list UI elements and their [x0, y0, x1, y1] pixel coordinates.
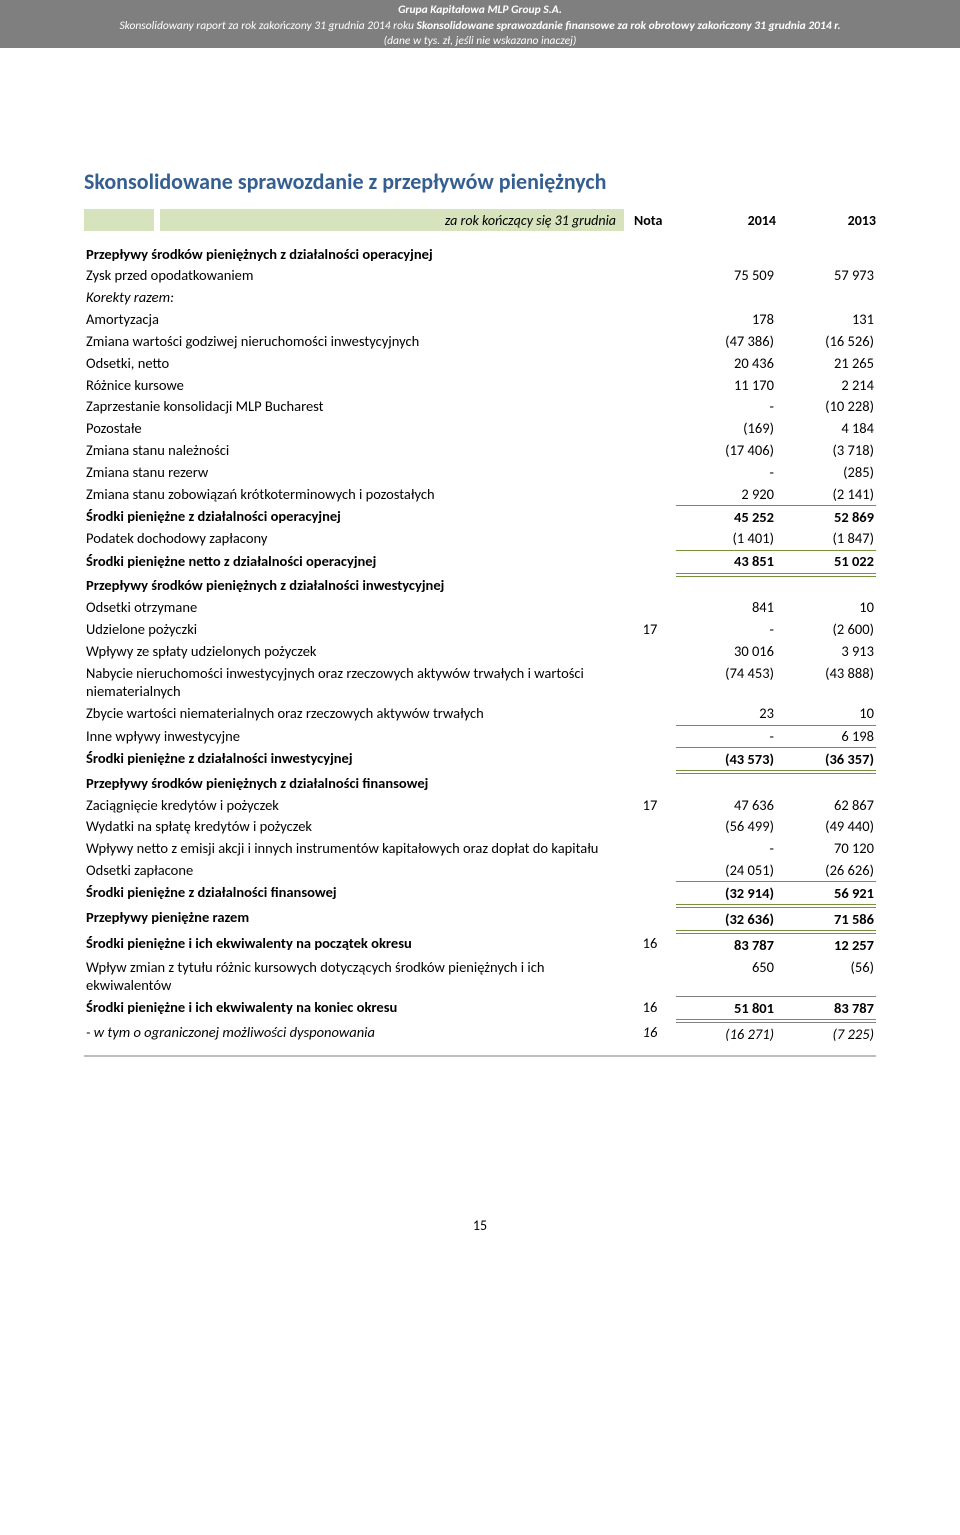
bottom-rule	[84, 1055, 876, 1057]
r6: Różnice kursowe 11 170 2 214	[84, 374, 876, 396]
r22: Zaciągnięcie kredytów i pożyczek 17 47 6…	[84, 794, 876, 816]
r24: Wpływy netto z emisji akcji i innych ins…	[84, 838, 876, 860]
page-content: Skonsolidowane sprawozdanie z przepływów…	[0, 48, 960, 1274]
r8: Pozostałe (169) 4 184	[84, 418, 876, 440]
r27: Przepływy pieniężne razem (32 636) 71 58…	[84, 906, 876, 932]
r4: Zmiana wartości godziwej nieruchomości i…	[84, 330, 876, 352]
r3: Amortyzacja 178 131	[84, 309, 876, 331]
r17: Wpływy ze spłaty udzielonych pożyczek 30…	[84, 640, 876, 662]
r26: Środki pieniężne z działalności finansow…	[84, 882, 876, 906]
col-header-nota: Nota	[624, 212, 676, 229]
header-line1: Grupa Kapitałowa MLP Group S.A.	[20, 3, 940, 19]
sec1-header: Przepływy środków pieniężnych z działaln…	[84, 243, 624, 265]
col-header-2014: 2014	[676, 212, 776, 229]
header-line2: Skonsolidowany raport za rok zakończony …	[20, 19, 940, 35]
page-number: 15	[84, 1217, 876, 1234]
period-label: za rok kończący się 31 grudnia	[160, 209, 624, 231]
r5: Odsetki, netto 20 436 21 265	[84, 352, 876, 374]
r23: Wydatki na spłatę kredytów i pożyczek (5…	[84, 816, 876, 838]
header-line2-bold: Skonsolidowane sprawozdanie finansowe za…	[417, 19, 841, 33]
r21: Środki pieniężne z działalności inwestyc…	[84, 748, 876, 772]
r14: Środki pieniężne netto z działalności op…	[84, 550, 876, 574]
r18: Nabycie nieruchomości inwestycyjnych ora…	[84, 662, 876, 703]
r25: Odsetki zapłacone (24 051) (26 626)	[84, 860, 876, 882]
page-title: Skonsolidowane sprawozdanie z przepływów…	[84, 168, 876, 195]
col-header-2013: 2013	[776, 212, 876, 229]
r12: Środki pieniężne z działalności operacyj…	[84, 506, 876, 528]
r11: Zmiana stanu zobowiązań krótkoterminowyc…	[84, 483, 876, 505]
stub-block-left	[84, 209, 154, 231]
cashflow-table: Przepływy środków pieniężnych z działaln…	[84, 243, 876, 1045]
doc-header-bar: Grupa Kapitałowa MLP Group S.A. Skonsoli…	[0, 0, 960, 48]
period-header-row: za rok kończący się 31 grudnia Nota 2014…	[84, 209, 876, 231]
r29: Wpływ zmian z tytułu różnic kursowych do…	[84, 956, 876, 997]
sec1-header-row: Przepływy środków pieniężnych z działaln…	[84, 243, 876, 265]
r28: Środki pieniężne i ich ekwiwalenty na po…	[84, 932, 876, 956]
r13: Podatek dochodowy zapłacony (1 401) (1 8…	[84, 528, 876, 550]
r20: Inne wpływy inwestycyjne - 6 198	[84, 725, 876, 748]
r10: Zmiana stanu rezerw - (285)	[84, 461, 876, 483]
sec3-header-row: Przepływy środków pieniężnych z działaln…	[84, 772, 876, 794]
sec2-header-row: Przepływy środków pieniężnych z działaln…	[84, 575, 876, 597]
r7: Zaprzestanie konsolidacji MLP Bucharest …	[84, 396, 876, 418]
r16: Udzielone pożyczki 17 - (2 600)	[84, 618, 876, 640]
r31: - w tym o ograniczonej możliwości dyspon…	[84, 1021, 876, 1045]
header-line2-prefix: Skonsolidowany raport za rok zakończony …	[119, 19, 416, 33]
r19: Zbycie wartości niematerialnych oraz rze…	[84, 703, 876, 725]
r1: Zysk przed opodatkowaniem 75 509 57 973	[84, 265, 876, 287]
r2: Korekty razem:	[84, 287, 876, 309]
doc-header-inner: Grupa Kapitałowa MLP Group S.A. Skonsoli…	[0, 0, 960, 50]
r15: Odsetki otrzymane 841 10	[84, 597, 876, 619]
r30: Środki pieniężne i ich ekwiwalenty na ko…	[84, 997, 876, 1021]
r9: Zmiana stanu należności (17 406) (3 718)	[84, 440, 876, 462]
